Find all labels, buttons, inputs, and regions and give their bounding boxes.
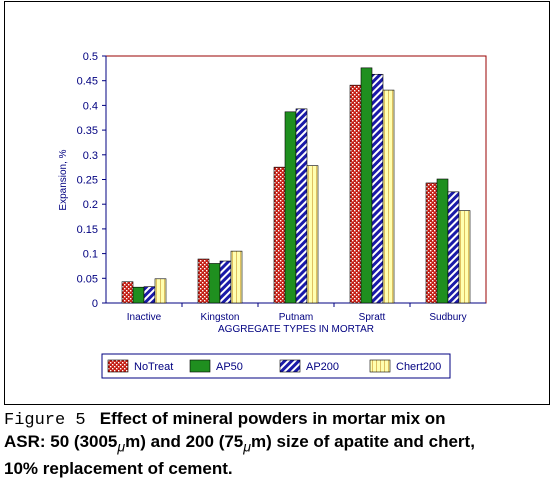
legend-label-notreat: NoTreat (134, 361, 173, 373)
x-tick-label: Sudbury (429, 312, 466, 323)
legend-swatch-ap50 (189, 359, 211, 373)
x-tick-label: Kingston (201, 312, 240, 323)
bar-ap200-kingston (219, 260, 232, 304)
x-tick-label: Putnam (279, 312, 313, 323)
legend-swatch-chert200 (369, 359, 391, 373)
bar-chert200-putnam (306, 165, 319, 304)
bar-chert200-kingston (230, 250, 243, 304)
y-tick-label: 0.2 (83, 199, 98, 211)
caption-text-2c: m) size of apatite and chert, (251, 432, 475, 451)
legend-swatch-notreat (107, 359, 129, 373)
bar-notreat-inactive (121, 281, 134, 304)
x-tick-label: Spratt (359, 312, 386, 323)
y-tick-label: 0.45 (77, 76, 98, 88)
bar-notreat-sudbury (425, 182, 438, 304)
y-tick-label: 0.4 (83, 100, 98, 112)
y-tick-label: 0.1 (83, 249, 98, 261)
y-tick-label: 0.5 (83, 51, 98, 63)
caption-line-1: Figure 5 Effect of mineral powders in mo… (4, 408, 556, 431)
bar-ap50-spratt (360, 67, 373, 304)
x-axis-label: AGGREGATE TYPES IN MORTAR (218, 324, 374, 335)
figure-caption: Figure 5 Effect of mineral powders in mo… (4, 408, 556, 479)
legend-box (101, 353, 451, 379)
bar-chert200-spratt (382, 89, 395, 304)
bar-ap50-sudbury (436, 178, 449, 304)
bar-ap200-inactive (143, 286, 156, 304)
y-tick-label: 0 (92, 298, 98, 310)
caption-line-3: 10% replacement of cement. (4, 459, 233, 479)
figure-label: Figure 5 (4, 411, 86, 430)
bar-ap200-putnam (295, 108, 308, 304)
y-tick-label: 0.05 (77, 273, 98, 285)
bar-ap50-inactive (132, 286, 145, 304)
legend-label-chert200: Chert200 (396, 361, 441, 373)
bar-notreat-kingston (197, 258, 210, 304)
legend-swatch-ap200 (279, 359, 301, 373)
bar-ap200-sudbury (447, 191, 460, 304)
caption-line-2: ASR: 50 (3005μm) and 200 (75μm) size of … (4, 431, 556, 458)
caption-text-2a: ASR: 50 (3005 (4, 432, 118, 451)
legend-label-ap200: AP200 (306, 361, 339, 373)
caption-text-1: Effect of mineral powders in mortar mix … (99, 409, 446, 428)
bar-chart: 0 0.05 0.1 0.15 0.2 0.25 0.3 0.35 0.4 0.45 0.5 Ina… (58, 51, 487, 379)
legend-label-ap50: AP50 (216, 361, 243, 373)
mu-symbol-1: μ (117, 439, 126, 456)
bar-notreat-spratt (349, 84, 362, 304)
figure-frame (4, 1, 550, 405)
bar-notreat-putnam (273, 166, 286, 304)
y-axis-label: Expansion, % (58, 149, 69, 210)
y-tick-label: 0.15 (77, 224, 98, 236)
bar-ap50-kingston (208, 263, 221, 304)
bar-chert200-inactive (154, 278, 167, 304)
y-tick-label: 0.35 (77, 125, 98, 137)
x-tick-label: Inactive (127, 312, 162, 323)
bar-ap200-spratt (371, 73, 384, 304)
y-tick-label: 0.25 (77, 175, 98, 187)
mu-symbol-2: μ (243, 439, 252, 456)
y-tick-label: 0.3 (83, 150, 98, 162)
caption-text-2b: m) and 200 (75 (125, 432, 244, 451)
bar-ap50-putnam (284, 111, 297, 304)
bar-chert200-sudbury (458, 210, 471, 304)
